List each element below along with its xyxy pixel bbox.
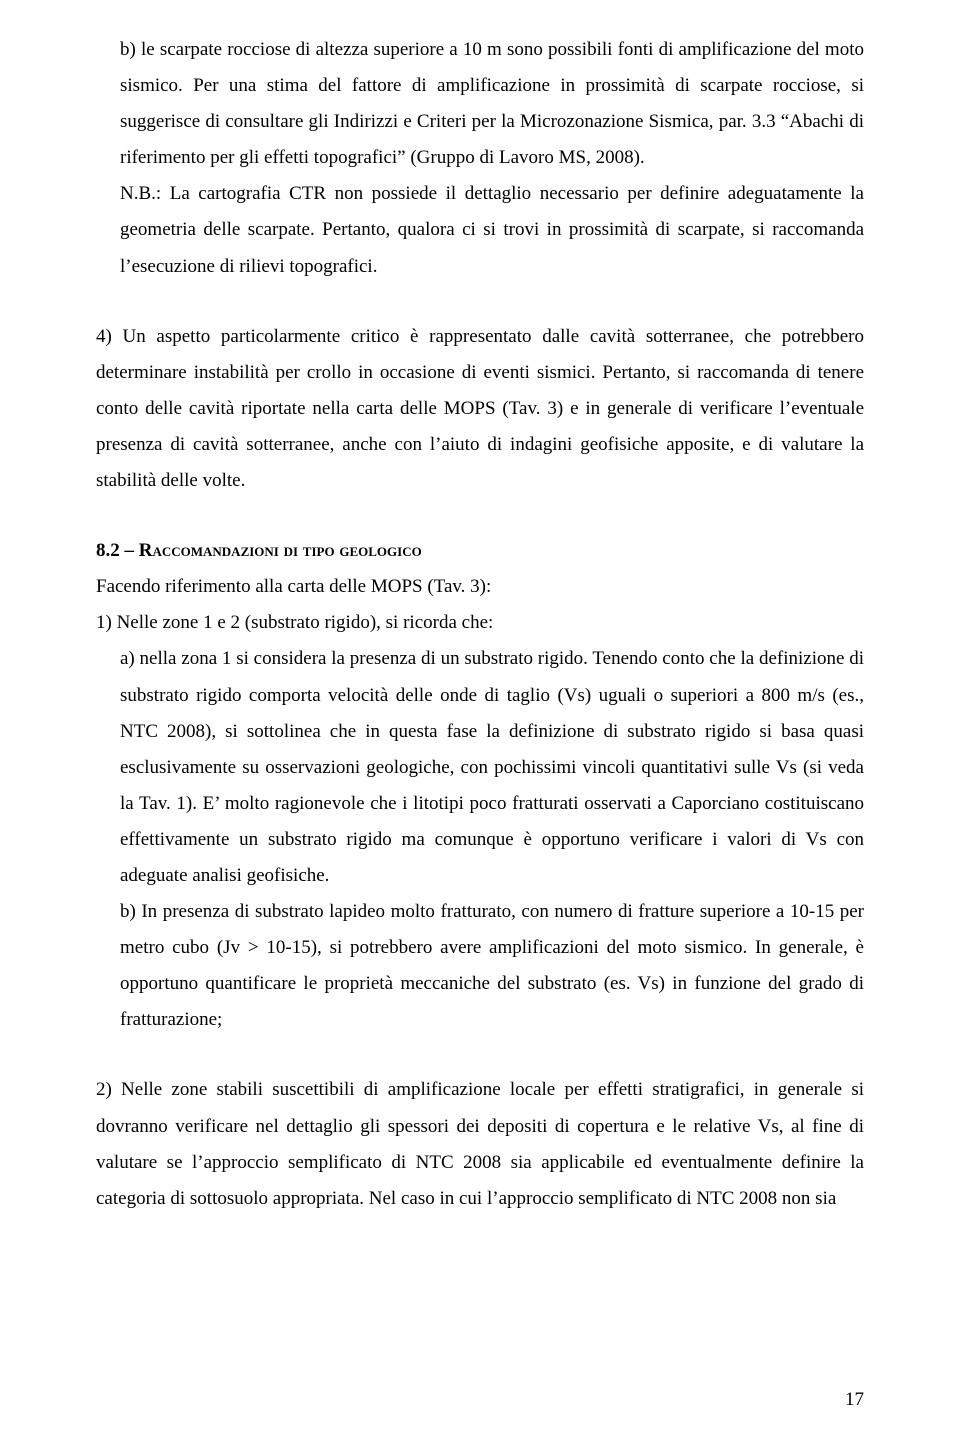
- paragraph-4: 4) Un aspetto particolarmente critico è …: [96, 319, 864, 499]
- spacer: [96, 285, 864, 319]
- section-heading-8-2: 8.2 – Raccomandazioni di tipo geologico: [96, 533, 864, 569]
- paragraph-nb: N.B.: La cartografia CTR non possiede il…: [96, 176, 864, 284]
- page: b) le scarpate rocciose di altezza super…: [0, 0, 960, 1451]
- paragraph-1-intro: 1) Nelle zone 1 e 2 (substrato rigido), …: [96, 605, 864, 641]
- heading-text: Raccomandazioni di tipo geologico: [139, 540, 422, 561]
- paragraph-1a: a) nella zona 1 si considera la presenza…: [96, 641, 864, 894]
- paragraph-2: 2) Nelle zone stabili suscettibili di am…: [96, 1072, 864, 1216]
- page-number: 17: [845, 1389, 864, 1411]
- paragraph-fac-ref: Facendo riferimento alla carta delle MOP…: [96, 569, 864, 605]
- paragraph-b: b) le scarpate rocciose di altezza super…: [96, 32, 864, 176]
- paragraph-1b: b) In presenza di substrato lapideo molt…: [96, 894, 864, 1038]
- spacer: [96, 1038, 864, 1072]
- spacer: [96, 499, 864, 533]
- heading-number: 8.2 –: [96, 540, 139, 561]
